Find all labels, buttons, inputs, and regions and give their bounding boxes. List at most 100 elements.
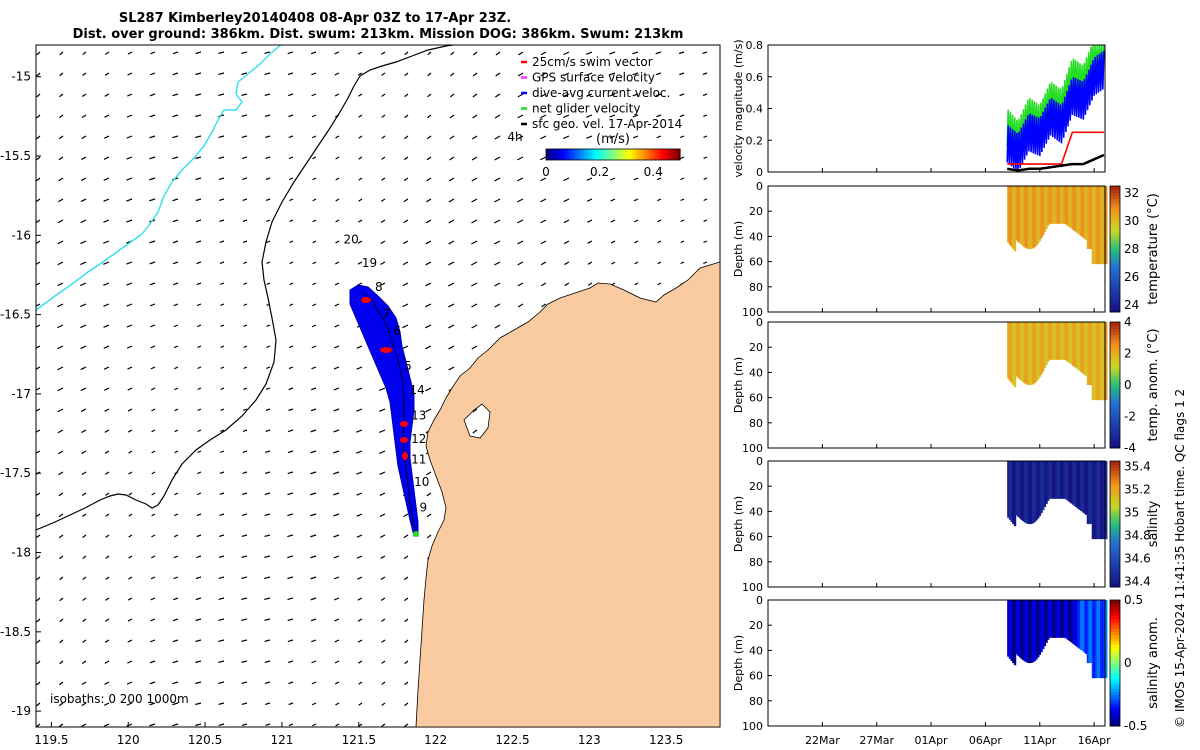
colorbar-cell bbox=[560, 149, 564, 160]
velocity-arrow bbox=[36, 576, 41, 581]
velocity-arrow bbox=[218, 576, 225, 580]
velocity-arrow bbox=[450, 72, 455, 77]
velocity-arrow bbox=[195, 576, 202, 580]
velocity-arrow bbox=[36, 429, 41, 433]
velocity-arrow bbox=[243, 345, 248, 348]
colorbar-cell bbox=[1110, 600, 1120, 604]
velocity-arrow bbox=[358, 219, 363, 223]
heatmap-column bbox=[1065, 461, 1068, 500]
velocity-arrow bbox=[36, 324, 41, 328]
velocity-arrow bbox=[632, 72, 639, 76]
velocity-arrow bbox=[634, 282, 639, 286]
heatmap-column bbox=[1058, 461, 1061, 499]
heatmap-column bbox=[1063, 600, 1066, 638]
velocity-arrow bbox=[151, 471, 156, 475]
velocity-arrow bbox=[81, 492, 87, 497]
velocity-arrow bbox=[264, 93, 271, 97]
velocity-arrow bbox=[426, 135, 432, 140]
heatmap-column bbox=[1010, 461, 1013, 522]
velocity-arrow bbox=[472, 429, 478, 434]
velocity-arrow bbox=[265, 702, 271, 706]
chart-title: SL287 Kimberley20140408 08-Apr 03Z to 17… bbox=[119, 11, 511, 26]
heatmap-column bbox=[1078, 600, 1081, 649]
velocity-arrow bbox=[59, 660, 64, 665]
colorbar-cell bbox=[1110, 722, 1120, 727]
heatmap-column bbox=[1038, 322, 1042, 377]
heatmap-column bbox=[1060, 461, 1063, 499]
velocity-arrow bbox=[82, 618, 87, 623]
velocity-arrow bbox=[149, 282, 156, 286]
colorbar-cell bbox=[1110, 659, 1120, 664]
track-day-label: 12 bbox=[411, 432, 426, 446]
velocity-arrow bbox=[149, 681, 156, 685]
velocity-arrow bbox=[288, 387, 294, 391]
velocity-arrow bbox=[703, 198, 708, 201]
velocity-arrow bbox=[403, 576, 409, 581]
velocity-arrow bbox=[425, 282, 432, 287]
heatmap-column bbox=[1078, 186, 1081, 235]
velocity-arrow bbox=[242, 429, 248, 432]
colorbar-cell bbox=[558, 149, 562, 160]
heatmap-column bbox=[1010, 600, 1013, 661]
velocity-arrow bbox=[220, 450, 225, 453]
velocity-arrow bbox=[174, 492, 179, 496]
colorbar-cell bbox=[623, 149, 627, 160]
heatmap-column bbox=[1073, 461, 1076, 506]
heatmap-column bbox=[1070, 600, 1073, 643]
velocity-arrow bbox=[241, 156, 248, 159]
velocity-arrow bbox=[633, 177, 639, 181]
velocity-arrow bbox=[494, 156, 501, 161]
velocity-arrow bbox=[334, 93, 340, 97]
colorbar-cell bbox=[1110, 264, 1120, 269]
velocity-arrow bbox=[379, 387, 386, 391]
colorbar-cell bbox=[1110, 204, 1120, 209]
colorbar-cell bbox=[1110, 467, 1120, 471]
velocity-arrow bbox=[150, 345, 156, 349]
velocity-arrow bbox=[449, 114, 455, 119]
velocity-arrow bbox=[494, 177, 501, 182]
heatmap-column bbox=[1038, 600, 1042, 655]
velocity-arrow bbox=[632, 51, 639, 55]
velocity-arrow bbox=[517, 156, 524, 161]
velocity-arrow bbox=[517, 135, 524, 140]
colorbar-cell bbox=[1110, 470, 1120, 475]
heatmap-column bbox=[1071, 186, 1075, 230]
velocity-arrow bbox=[358, 156, 363, 160]
velocity-arrow bbox=[126, 198, 133, 202]
colorbar-cell bbox=[1110, 233, 1120, 237]
velocity-arrow bbox=[241, 681, 248, 684]
velocity-arrow bbox=[103, 303, 110, 307]
velocity-arrow bbox=[287, 576, 294, 580]
heatmap-column bbox=[1040, 322, 1043, 375]
velocity-arrow bbox=[219, 471, 225, 474]
velocity-arrow bbox=[680, 261, 685, 265]
velocity-arrow bbox=[494, 303, 501, 308]
velocity-arrow bbox=[404, 702, 409, 707]
lat-tick-label: -15.5 bbox=[0, 149, 31, 163]
velocity-arrow bbox=[402, 303, 409, 308]
heatmap-column bbox=[1020, 186, 1023, 245]
velocity-arrow bbox=[357, 240, 363, 244]
colorbar-cell bbox=[1110, 223, 1120, 228]
velocity-arrow bbox=[540, 93, 547, 98]
velocity-arrow bbox=[426, 156, 432, 161]
velocity-arrow bbox=[81, 135, 87, 140]
colorbar-cell bbox=[1110, 208, 1120, 212]
velocity-arrow bbox=[517, 198, 524, 203]
velocity-arrow bbox=[656, 177, 662, 181]
velocity-arrow bbox=[381, 177, 386, 181]
colorbar-cell bbox=[1110, 520, 1120, 525]
lon-tick-label: 119.5 bbox=[34, 733, 68, 747]
heatmap-column bbox=[1012, 600, 1015, 664]
velocity-arrow bbox=[58, 198, 64, 203]
lat-tick-label: -15 bbox=[11, 70, 31, 84]
surface-velocity-field bbox=[36, 51, 708, 727]
velocity-arrow bbox=[103, 282, 110, 286]
velocity-arrow bbox=[151, 408, 156, 412]
velocity-arrow bbox=[289, 177, 294, 181]
sal_anom-panel-frame bbox=[767, 599, 1106, 727]
velocity-arrow bbox=[172, 618, 179, 622]
heatmap-column bbox=[1048, 322, 1052, 360]
heatmap-column bbox=[1091, 461, 1095, 540]
velocity-arrow bbox=[288, 156, 294, 160]
